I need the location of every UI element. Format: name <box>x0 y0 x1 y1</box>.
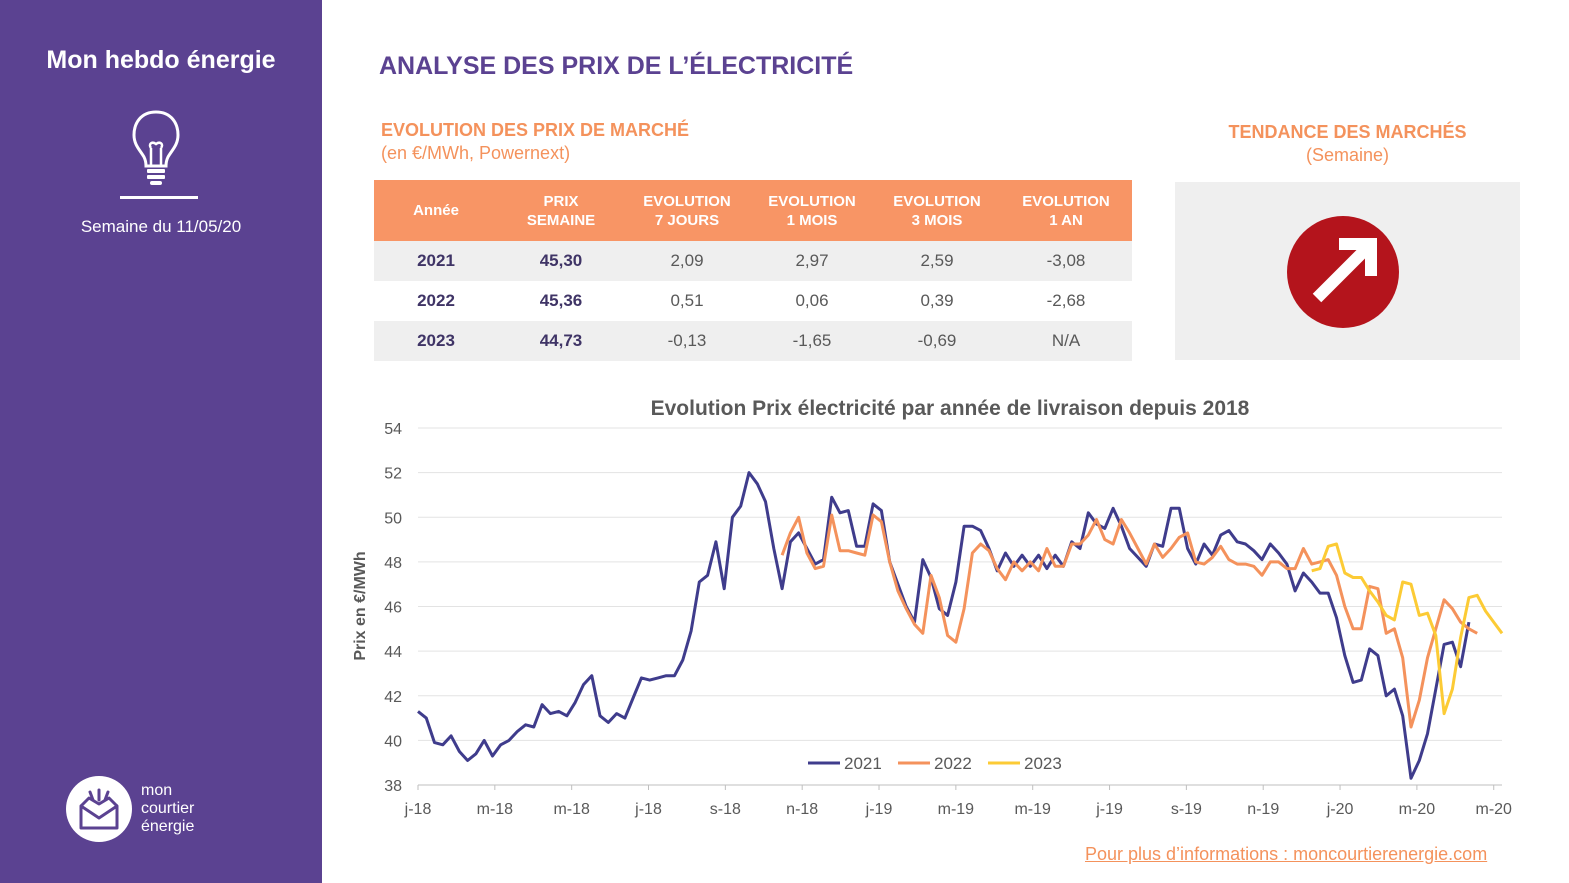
y-tick-label: 50 <box>384 510 402 527</box>
table-cell: 2,97 <box>750 241 874 281</box>
chart-grid <box>418 427 1502 786</box>
table-cell: -2,68 <box>1046 291 1086 310</box>
chart-series <box>417 471 1504 780</box>
logo-icon <box>66 776 132 842</box>
table-cell: 45,36 <box>539 291 583 310</box>
x-tick-label: m-20 <box>1475 801 1512 818</box>
table-cell: 2021 <box>374 241 498 281</box>
column-header: EVOLUTION 1 AN <box>1000 180 1132 241</box>
table-header-row: Année PRIX SEMAINE EVOLUTION 7 JOURS EVOLU… <box>374 180 1132 241</box>
y-tick-label: 44 <box>384 644 402 661</box>
info-link[interactable]: Pour plus d’informations : moncourtieren… <box>1085 844 1488 864</box>
week-label: Semaine du 11/05/20 <box>80 217 242 236</box>
column-header: PRIX SEMAINE <box>498 180 624 241</box>
sidebar: Mon hebdo énergie Semaine du 11/05/20 mo… <box>0 0 322 883</box>
y-tick-label: 46 <box>384 600 402 617</box>
y-axis-label: Prix en €/MWh <box>352 551 369 660</box>
price-chart: Evolution Prix électricité par année de … <box>352 397 1512 818</box>
chart-legend: 2021 2022 2023 <box>808 754 1062 773</box>
x-tick-label: m-18 <box>553 801 590 818</box>
trend-panel <box>1175 182 1520 360</box>
table-cell: 44,73 <box>498 321 624 361</box>
legend-label: 2023 <box>1024 754 1062 773</box>
x-tick-label: j-18 <box>404 801 432 818</box>
table-cell: -1,65 <box>750 321 874 361</box>
x-tick-label: m-19 <box>938 801 975 818</box>
table-row: 2023 44,73 -0,13 -1,65 -0,69 N/A <box>374 321 1132 361</box>
x-tick-label: m-20 <box>1399 801 1436 818</box>
table-cell: 45,30 <box>498 241 624 281</box>
x-tick-label: j-18 <box>634 801 662 818</box>
column-header: Année <box>374 180 498 241</box>
logo-text: mon courtier énergie <box>141 782 194 836</box>
section-unit: (en €/MWh, Powernext) <box>381 143 571 163</box>
table-cell: -0,69 <box>874 321 1000 361</box>
x-tick-label: n-18 <box>786 801 818 818</box>
x-tick-label: m-19 <box>1014 801 1051 818</box>
logo-line: courtier <box>141 800 195 817</box>
table-cell: 0,51 <box>670 291 704 310</box>
arrow-up-right-icon <box>1287 216 1399 328</box>
column-header: EVOLUTION 7 JOURS <box>624 180 750 241</box>
table-row: 2021 45,30 2,09 2,97 2,59 -3,08 <box>374 241 1132 281</box>
y-tick-label: 52 <box>384 466 402 483</box>
table-cell: 2,09 <box>624 241 750 281</box>
table-cell: 2,59 <box>874 241 1000 281</box>
x-tick-label: s-19 <box>1171 801 1202 818</box>
table-cell: -3,08 <box>1000 241 1132 281</box>
price-table: Année PRIX SEMAINE EVOLUTION 7 JOURS EVOLU… <box>374 180 1132 361</box>
x-tick-label: j-19 <box>1095 801 1123 818</box>
y-tick-label: 54 <box>384 421 402 438</box>
series-line-2023 <box>1311 542 1504 716</box>
legend-label: 2022 <box>934 754 972 773</box>
series-line-2021 <box>417 471 1471 780</box>
x-tick-label: s-18 <box>710 801 741 818</box>
trend-title: TENDANCE DES MARCHÉS <box>1228 122 1467 142</box>
table-cell: 2023 <box>374 321 498 361</box>
column-header: EVOLUTION 1 MOIS <box>750 180 874 241</box>
sidebar-divider <box>120 196 198 199</box>
legend-label: 2021 <box>844 754 882 773</box>
table-row: 2022 45,36 0,51 0,06 0,39 -2,68 <box>374 281 1132 321</box>
table-cell: 0,39 <box>920 291 954 310</box>
logo-line: mon <box>141 782 173 799</box>
lightbulb-icon <box>132 110 180 185</box>
x-tick-label: j-19 <box>865 801 893 818</box>
x-tick-label: m-18 <box>477 801 514 818</box>
logo-line: énergie <box>141 818 195 835</box>
table-cell: N/A <box>1000 321 1132 361</box>
y-tick-label: 40 <box>384 733 402 750</box>
x-axis: j-18 m-18 m-18 j-18 s-18 n-18 j-19 m-19 m-19 j-19… <box>404 785 1512 818</box>
trend-subtitle: (Semaine) <box>1305 145 1390 165</box>
series-line-2022 <box>780 513 1478 729</box>
chart-title: Evolution Prix électricité par année de … <box>651 397 1250 420</box>
table-cell: 0,06 <box>795 291 829 310</box>
page-title: ANALYSE DES PRIX DE L’ÉLECTRICITÉ <box>379 52 854 80</box>
y-tick-label: 42 <box>384 689 402 706</box>
sidebar-title: Mon hebdo énergie <box>46 46 276 74</box>
table-cell: 2022 <box>417 291 455 310</box>
column-header: EVOLUTION 3 MOIS <box>874 180 1000 241</box>
table-cell: -0,13 <box>624 321 750 361</box>
section-title: EVOLUTION DES PRIX DE MARCHÉ <box>381 120 690 140</box>
y-tick-label: 48 <box>384 555 402 572</box>
x-tick-label: j-20 <box>1326 801 1354 818</box>
y-tick-label: 38 <box>384 778 402 795</box>
y-axis: 38 40 42 44 46 48 50 52 54 <box>384 421 402 795</box>
x-tick-label: n-19 <box>1247 801 1279 818</box>
